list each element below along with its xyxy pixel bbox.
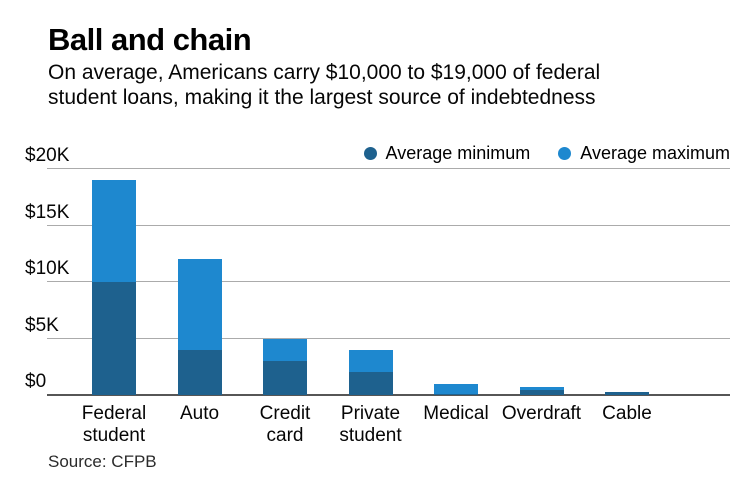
bar-segment-average-minimum <box>519 390 564 395</box>
x-tick-label-line: Overdraft <box>501 403 582 424</box>
gridline-15K <box>47 224 730 226</box>
bar-segment-average-minimum <box>605 392 649 395</box>
gridline-0 <box>47 394 730 396</box>
x-tick-label-line: student <box>82 425 146 446</box>
bar-segment-average-minimum <box>263 361 307 395</box>
x-tick-label-line: Private <box>340 403 401 424</box>
legend: Average minimum Average maximum <box>363 143 730 164</box>
gridline-5K <box>47 337 730 339</box>
legend-min-label: Average minimum <box>385 143 531 163</box>
legend-min-dot-icon <box>363 147 377 160</box>
chart-subtitle-line2: student loans, making it the largest sou… <box>48 86 596 109</box>
x-tick-label-line: Federal <box>81 403 147 424</box>
bar-credit-card <box>263 169 307 395</box>
x-tick-label-line: Medical <box>423 403 489 424</box>
y-tick-label: $0 <box>25 371 47 392</box>
bar-chart-plot-area <box>47 168 730 396</box>
x-tick-label-private-student: Private student <box>309 403 433 447</box>
gridline-10K <box>47 281 730 282</box>
x-tick-label-line: card <box>266 425 304 446</box>
bar-medical <box>434 169 478 395</box>
bar-overdraft <box>519 169 564 395</box>
legend-max-label: Average maximum <box>580 143 730 163</box>
bar-cable <box>605 169 649 395</box>
chart-subtitle: On average, Americans carry $10,000 to $… <box>48 60 600 110</box>
legend-max-dot-icon <box>558 147 572 160</box>
bar-segment-average-minimum <box>434 393 478 395</box>
chart-title: Ball and chain <box>48 22 252 57</box>
bar-segment-average-minimum <box>177 349 222 395</box>
bar-segment-average-minimum <box>348 372 393 395</box>
x-tick-label-auto: Auto <box>138 403 262 425</box>
bar-segment-average-minimum <box>92 282 136 395</box>
bar-federal-student <box>92 169 136 395</box>
bar-private-student <box>348 169 393 395</box>
x-tick-label-medical: Medical <box>394 403 518 425</box>
x-tick-label-credit-card: Credit card <box>223 403 347 447</box>
bar-auto <box>177 169 222 395</box>
x-tick-label-cable: Cable <box>565 403 689 425</box>
x-tick-label-line: student <box>339 425 402 446</box>
bar-segment-average-maximum <box>434 383 478 395</box>
x-tick-label-line: Auto <box>179 403 220 424</box>
x-tick-label-line: Credit <box>259 403 311 424</box>
chart-subtitle-line1: On average, Americans carry $10,000 to $… <box>48 61 601 84</box>
y-tick-label: $20K <box>25 145 70 166</box>
x-tick-label-federal-student: Federal student <box>52 403 176 447</box>
x-tick-label-overdraft: Overdraft <box>480 403 604 425</box>
gridline-20K <box>47 168 730 169</box>
x-tick-label-line: Cable <box>602 403 652 424</box>
source-note: Source: CFPB <box>48 452 157 471</box>
